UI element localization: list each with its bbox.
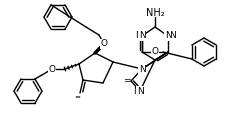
Text: N: N [133, 87, 139, 97]
Text: =: = [123, 77, 131, 85]
Text: NH₂: NH₂ [146, 8, 164, 18]
Text: N: N [165, 31, 171, 40]
Text: N: N [135, 31, 141, 40]
Text: =: = [74, 94, 80, 100]
Text: O: O [152, 48, 158, 57]
Text: N: N [169, 31, 175, 40]
Text: N: N [139, 31, 145, 40]
Text: N: N [139, 65, 145, 73]
Text: O: O [100, 40, 107, 48]
Text: O: O [49, 65, 56, 73]
Text: N: N [137, 87, 143, 95]
